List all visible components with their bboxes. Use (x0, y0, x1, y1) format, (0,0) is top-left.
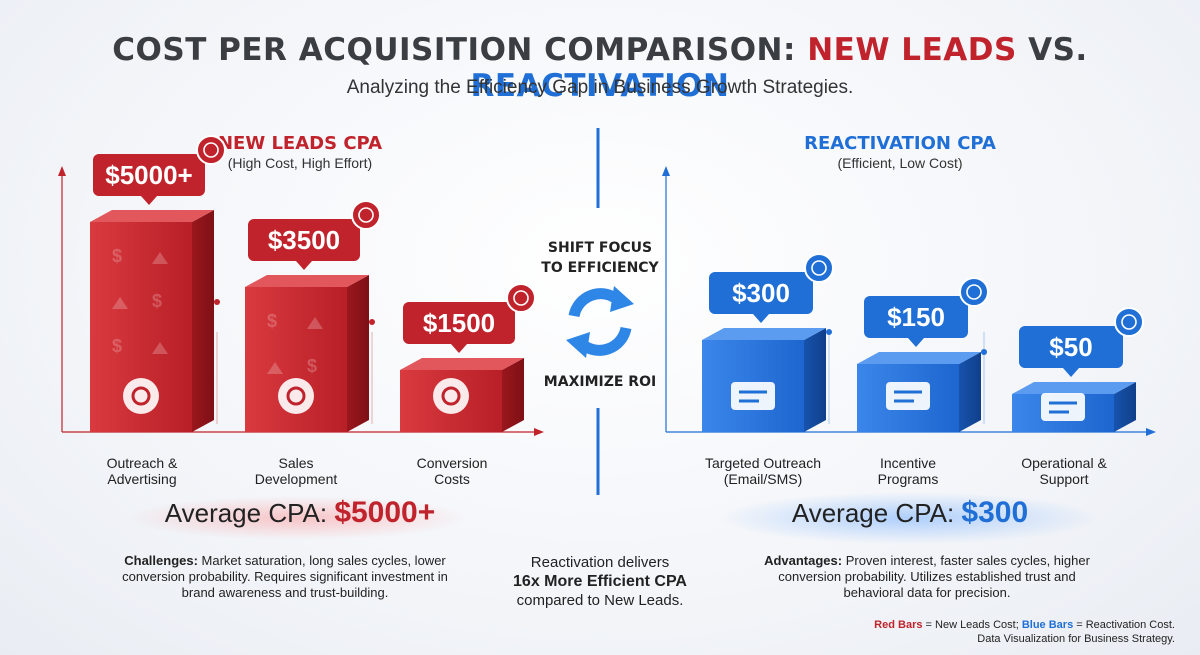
bar-top (857, 352, 981, 364)
guide-dot (369, 319, 375, 325)
title-blue-part: REACTIVATION (470, 68, 730, 104)
svg-text:$5000+: $5000+ (105, 160, 192, 190)
right-advantages-note: Advantages: Proven interest, faster sale… (762, 553, 1092, 601)
title-prefix: COST PER ACQUISITION COMPARISON: (112, 32, 808, 68)
right-value-label-2: $150 (864, 296, 968, 347)
headset-chat-icon (1041, 393, 1085, 421)
right-avg-label: Average CPA: (791, 498, 962, 528)
center-shift-focus: SHIFT FOCUS TO EFFICIENCY (541, 240, 659, 276)
svg-text:$3500: $3500 (268, 225, 340, 255)
advantages-text: Proven interest, faster sales cycles, hi… (778, 553, 1090, 600)
right-bar-2 (857, 352, 981, 432)
bar-top (1012, 382, 1136, 394)
svg-text:$1500: $1500 (423, 308, 495, 338)
left-average-cpa: Average CPA: $5000+ (120, 496, 480, 530)
left-category-label-1: Outreach & Advertising (106, 455, 178, 487)
bar-top (400, 358, 524, 370)
headset-badge-icon (1114, 307, 1144, 337)
refresh-arrows-icon (566, 286, 634, 358)
svg-text:$150: $150 (887, 302, 945, 332)
page-subtitle: Analyzing the Efficiency Gap in Business… (346, 77, 854, 98)
legend-red-label: Red Bars (874, 619, 923, 631)
right-chart-title: REACTIVATION CPA (804, 133, 996, 154)
center-maximize-roi: MAXIMIZE ROI (543, 374, 657, 390)
left-chart-subtitle: (High Cost, High Effort) (227, 155, 373, 171)
left-chart-title: NEW LEADS CPA (217, 133, 383, 154)
challenges-title: Challenges: (124, 553, 198, 568)
right-average-cpa: Average CPA: $300 (730, 496, 1090, 530)
left-bar-2: $$ (245, 275, 369, 432)
right-value-label-1: $300 (709, 272, 813, 323)
bar-top (245, 275, 369, 287)
bar-top (90, 210, 214, 222)
left-avg-label: Average CPA: (164, 498, 335, 528)
bar-side (192, 210, 214, 432)
bar-side (1114, 382, 1136, 432)
document-badge-icon (506, 283, 536, 313)
legend-footer: Red Bars = New Leads Cost; Blue Bars = R… (874, 619, 1175, 645)
title-red-part: NEW LEADS (807, 32, 1017, 68)
svg-text:$: $ (152, 291, 162, 311)
credit-card-coupon-icon (886, 382, 930, 410)
guide-dot (214, 299, 220, 305)
right-avg-value: $300 (961, 496, 1029, 529)
left-challenges-note: Challenges: Market saturation, long sale… (120, 553, 450, 601)
funnel-megaphone-icon (278, 378, 314, 414)
magnet-people-icon (123, 378, 159, 414)
svg-text:$300: $300 (732, 278, 790, 308)
svg-text:$50: $50 (1049, 332, 1092, 362)
handshake-contract-icon (433, 378, 469, 414)
right-category-label-1: Targeted Outreach (Email/SMS) (705, 455, 821, 487)
svg-text:$: $ (112, 246, 122, 266)
right-bar-3 (1012, 382, 1136, 432)
left-category-label-2: Sales Development (254, 455, 338, 487)
bar-side (502, 358, 524, 432)
bar-side (959, 352, 981, 432)
right-chart-subtitle: (Efficient, Low Cost) (837, 155, 963, 171)
center-efficiency-note: Reactivation delivers 16x More Efficient … (513, 554, 687, 609)
svg-text:$: $ (112, 336, 122, 356)
guide-dot (826, 329, 832, 335)
svg-text:$: $ (307, 356, 317, 376)
left-value-label-2: $3500 (248, 219, 360, 270)
bar-side (804, 328, 826, 432)
left-value-label-1: $5000+ (93, 154, 205, 205)
email-phone-icon (731, 382, 775, 410)
challenges-text: Market saturation, long sales cycles, lo… (122, 553, 448, 600)
dollar-badge-icon (804, 253, 834, 283)
right-category-label-3: Operational & Support (1021, 455, 1107, 487)
advantages-title: Advantages: (764, 553, 843, 568)
right-bar-1 (702, 328, 826, 432)
left-avg-value: $5000+ (334, 496, 436, 529)
refresh-badge-icon (959, 277, 989, 307)
left-bar-3 (400, 358, 524, 432)
legend-blue-label: Blue Bars (1021, 619, 1074, 631)
svg-text:$: $ (267, 311, 277, 331)
left-value-label-3: $1500 (403, 302, 515, 353)
right-value-label-3: $50 (1019, 326, 1123, 377)
page-title: COST PER ACQUISITION COMPARISON: NEW LEA… (0, 32, 1200, 104)
title-middle: VS. (1016, 32, 1088, 68)
left-bar-1: $ $ $ (90, 210, 214, 432)
bar-top (702, 328, 826, 340)
dollar-badge-icon (196, 135, 226, 165)
hand-dollar-badge-icon (351, 200, 381, 230)
right-category-label-2: Incentive Programs (877, 455, 939, 487)
guide-dot (981, 349, 987, 355)
left-category-label-3: Conversion Costs (416, 455, 488, 487)
bar-side (347, 275, 369, 432)
